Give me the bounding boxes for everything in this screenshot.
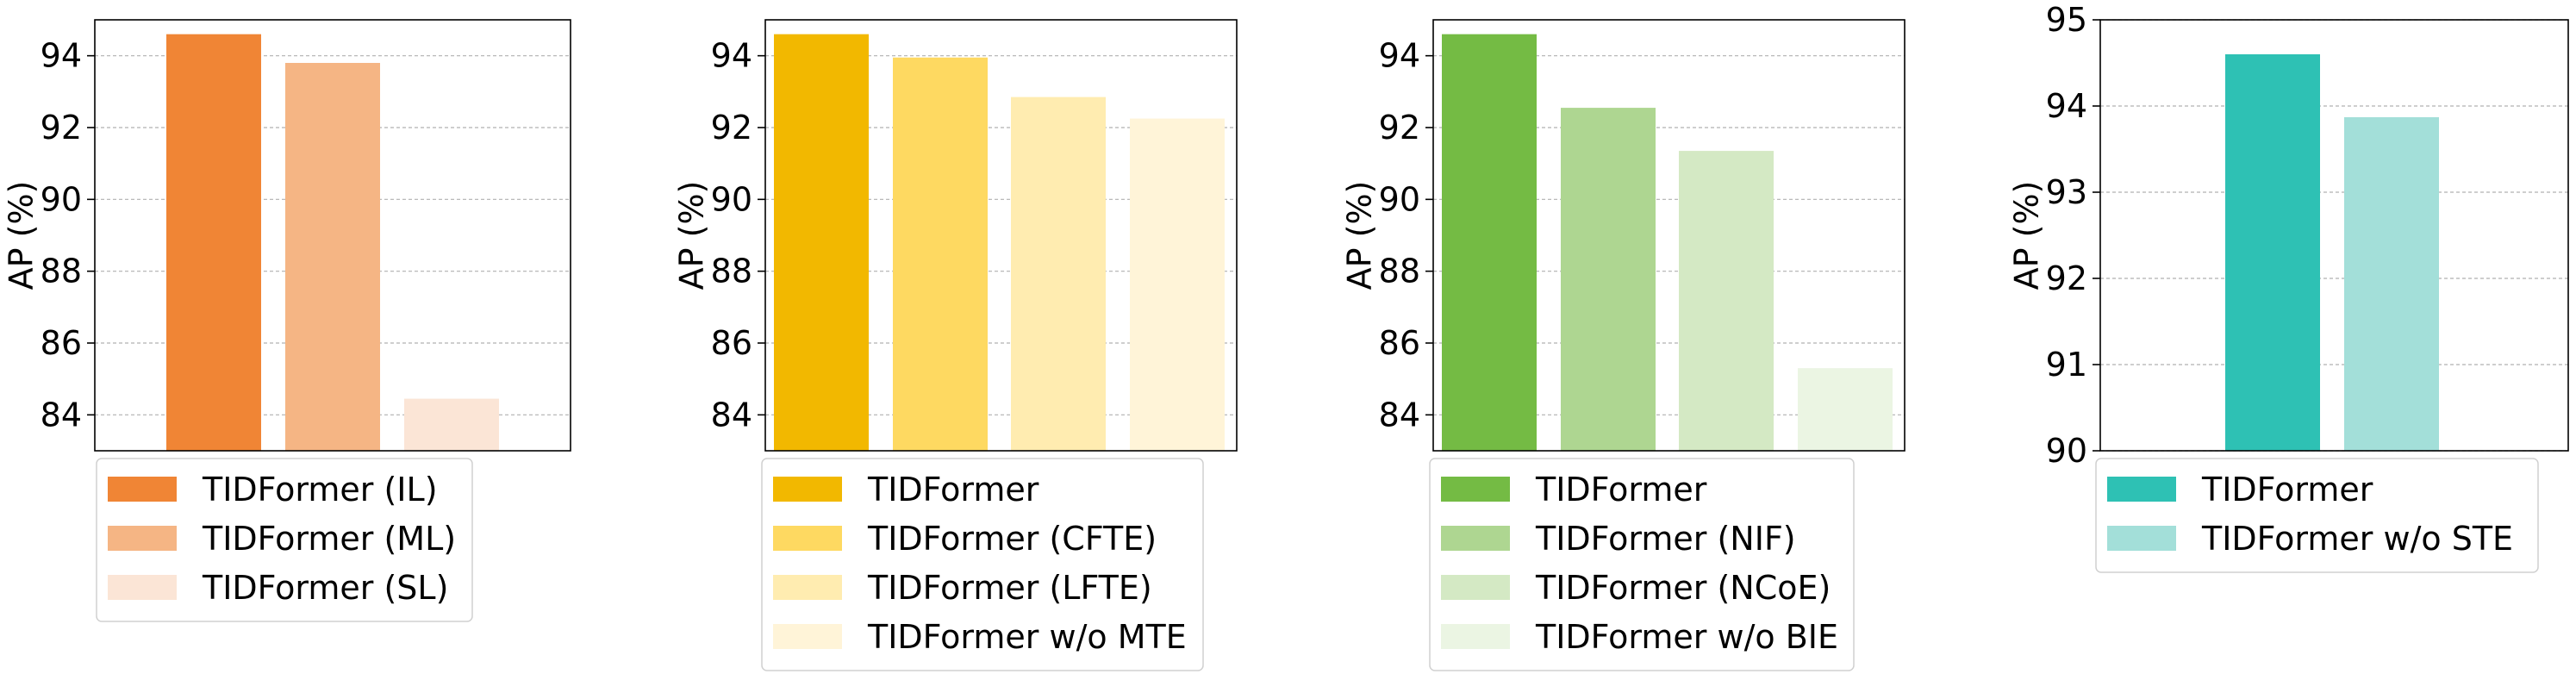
bar bbox=[285, 63, 380, 451]
y-tick-label: 94 bbox=[1379, 37, 1420, 75]
bar bbox=[404, 398, 499, 451]
y-tick-label: 92 bbox=[1379, 109, 1420, 147]
y-tick-label: 93 bbox=[2046, 173, 2087, 211]
y-axis-label: AP (%) bbox=[2008, 181, 2046, 290]
axes-frame bbox=[94, 19, 571, 452]
y-tick-label: 86 bbox=[711, 324, 752, 362]
bar bbox=[1011, 97, 1106, 451]
legend-swatch bbox=[2107, 477, 2176, 502]
legend-label: TIDFormer (IL) bbox=[202, 471, 438, 509]
legend-box bbox=[1429, 458, 1855, 671]
axes-frame bbox=[1432, 19, 1905, 452]
legend-label: TIDFormer (ML) bbox=[202, 520, 456, 558]
legend-label: TIDFormer (CFTE) bbox=[867, 520, 1157, 558]
bar bbox=[893, 57, 988, 451]
legend-swatch bbox=[773, 526, 842, 551]
legend-box bbox=[761, 458, 1204, 671]
y-tick-label: 92 bbox=[41, 109, 82, 147]
bar bbox=[1679, 151, 1774, 452]
legend-swatch bbox=[1441, 526, 1510, 551]
y-tick-label: 84 bbox=[711, 396, 752, 434]
legend: TIDFormer TIDFormer (CFTE) TIDFormer (LFTE… bbox=[761, 458, 1204, 671]
bar bbox=[774, 34, 869, 452]
chart-panel-4: 90 91 92 93 94 95 AP (%) TIDFormer TIDFormer w/o… bbox=[2008, 1, 2569, 573]
legend-swatch bbox=[1441, 624, 1510, 649]
legend-swatch bbox=[108, 477, 177, 502]
y-tick-label: 95 bbox=[2046, 1, 2087, 39]
y-tick-label: 86 bbox=[41, 324, 82, 362]
y-tick-label: 84 bbox=[41, 396, 82, 434]
legend: TIDFormer TIDFormer w/o STE bbox=[2095, 458, 2539, 573]
axes-frame bbox=[764, 19, 1238, 452]
bar bbox=[2344, 117, 2439, 451]
y-tick-label: 84 bbox=[1379, 396, 1420, 434]
legend-swatch bbox=[108, 575, 177, 600]
legend-swatch bbox=[2107, 526, 2176, 551]
bar bbox=[166, 34, 261, 452]
y-tick-label: 94 bbox=[2046, 87, 2087, 125]
y-tick-label: 94 bbox=[711, 37, 752, 75]
legend-swatch bbox=[108, 526, 177, 551]
legend: TIDFormer (IL) TIDFormer (ML) TIDFormer (S… bbox=[96, 458, 473, 622]
legend-swatch bbox=[773, 477, 842, 502]
legend-label: TIDFormer bbox=[867, 471, 1039, 509]
legend-swatch bbox=[773, 624, 842, 649]
bar bbox=[1130, 118, 1225, 452]
legend-label: TIDFormer w/o MTE bbox=[867, 618, 1187, 656]
legend-box bbox=[96, 458, 473, 622]
y-tick-label: 90 bbox=[1379, 180, 1420, 218]
legend-label: TIDFormer bbox=[1535, 471, 1707, 509]
legend-swatch bbox=[773, 575, 842, 600]
y-tick-label: 94 bbox=[41, 37, 82, 75]
legend-label: TIDFormer w/o BIE bbox=[1535, 618, 1838, 656]
y-axis-label: AP (%) bbox=[3, 181, 41, 290]
bar bbox=[1561, 108, 1656, 451]
y-tick-label: 88 bbox=[711, 253, 752, 290]
y-axis-label: AP (%) bbox=[1341, 181, 1379, 290]
y-tick-label: 90 bbox=[711, 180, 752, 218]
bar bbox=[1442, 34, 1537, 452]
legend-label: TIDFormer (NCoE) bbox=[1535, 569, 1831, 607]
legend: TIDFormer TIDFormer (NIF) TIDFormer (NCoE)… bbox=[1429, 458, 1855, 671]
y-tick-label: 92 bbox=[711, 109, 752, 147]
chart-panel-2: 84 86 88 90 92 94 AP (%) TIDFormer TIDFormer (CF… bbox=[673, 19, 1238, 671]
legend-label: TIDFormer (SL) bbox=[202, 569, 448, 607]
legend-box bbox=[2095, 458, 2539, 573]
y-tick-label: 88 bbox=[41, 253, 82, 290]
legend-label: TIDFormer (LFTE) bbox=[867, 569, 1152, 607]
legend-label: TIDFormer bbox=[2201, 471, 2373, 509]
bar bbox=[1798, 368, 1893, 451]
legend-swatch bbox=[1441, 575, 1510, 600]
y-tick-label: 91 bbox=[2046, 346, 2087, 384]
bar bbox=[2225, 54, 2320, 451]
legend-label: TIDFormer w/o STE bbox=[2201, 520, 2513, 558]
y-tick-label: 90 bbox=[41, 180, 82, 218]
y-tick-label: 90 bbox=[2046, 432, 2087, 470]
y-tick-label: 92 bbox=[2046, 259, 2087, 297]
legend-label: TIDFormer (NIF) bbox=[1535, 520, 1796, 558]
y-axis-label: AP (%) bbox=[673, 181, 711, 290]
axes-frame bbox=[2099, 19, 2569, 452]
legend-swatch bbox=[1441, 477, 1510, 502]
y-tick-label: 88 bbox=[1379, 253, 1420, 290]
y-tick-label: 86 bbox=[1379, 324, 1420, 362]
chart-panel-3: 84 86 88 90 92 94 AP (%) TIDFormer TIDFormer (NI… bbox=[1341, 19, 1905, 671]
